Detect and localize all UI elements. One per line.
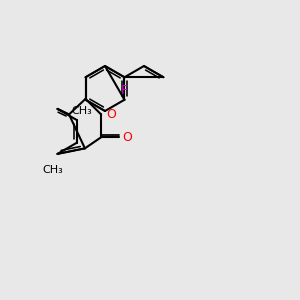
Text: F: F (121, 84, 128, 97)
Text: CH₃: CH₃ (72, 106, 92, 116)
Text: O: O (106, 108, 116, 121)
Text: O: O (123, 131, 133, 144)
Text: CH₃: CH₃ (43, 165, 63, 175)
